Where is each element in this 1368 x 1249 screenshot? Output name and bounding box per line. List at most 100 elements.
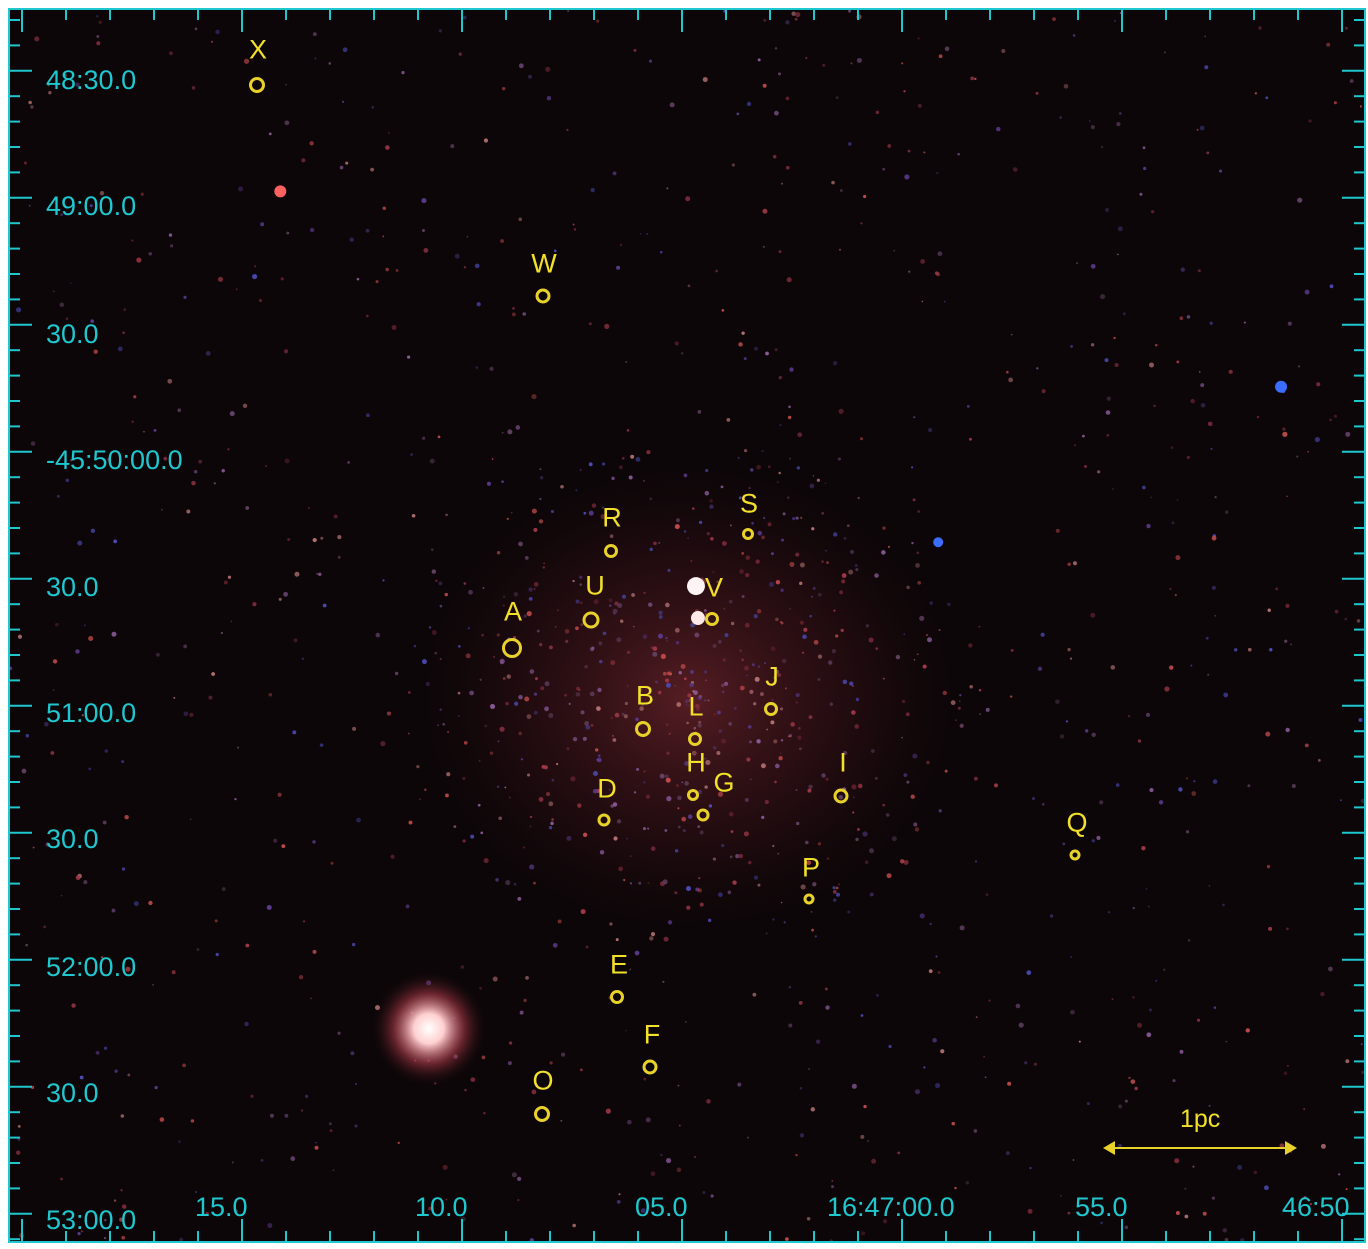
star xyxy=(973,1129,978,1133)
star xyxy=(60,894,63,897)
star xyxy=(333,514,338,519)
star xyxy=(1100,145,1104,149)
star xyxy=(602,631,607,636)
star xyxy=(1170,446,1174,449)
star xyxy=(1067,1211,1071,1215)
star xyxy=(779,752,782,755)
star xyxy=(48,91,52,95)
star xyxy=(1326,42,1331,47)
star xyxy=(601,462,606,466)
source-label-g: G xyxy=(713,767,735,798)
star xyxy=(663,936,669,942)
star xyxy=(1031,797,1035,801)
star xyxy=(1059,1194,1062,1197)
star xyxy=(545,791,551,797)
star xyxy=(855,837,859,842)
star xyxy=(242,403,248,409)
star xyxy=(917,103,922,108)
star xyxy=(382,206,387,211)
star xyxy=(778,471,781,475)
star xyxy=(526,611,532,617)
star xyxy=(885,813,890,817)
star xyxy=(596,706,601,711)
star xyxy=(713,713,716,716)
star xyxy=(548,713,554,718)
star xyxy=(687,284,691,288)
star xyxy=(774,110,779,116)
star xyxy=(722,658,726,662)
star xyxy=(943,300,946,303)
star xyxy=(809,483,815,489)
star xyxy=(928,427,933,433)
star xyxy=(824,482,827,485)
star xyxy=(704,757,707,760)
star xyxy=(618,866,624,872)
star xyxy=(428,1206,432,1211)
star xyxy=(628,475,633,480)
star xyxy=(25,943,29,947)
star xyxy=(285,83,287,86)
star xyxy=(286,231,290,235)
star xyxy=(148,900,153,906)
star xyxy=(746,1136,749,1139)
star xyxy=(1029,1166,1032,1170)
star xyxy=(453,825,457,829)
star xyxy=(220,631,224,635)
star xyxy=(1163,968,1166,971)
star xyxy=(518,694,523,700)
star xyxy=(1110,665,1116,670)
star xyxy=(811,595,813,598)
star xyxy=(770,720,775,725)
star xyxy=(947,602,951,607)
star xyxy=(723,607,726,610)
star xyxy=(111,631,117,637)
star xyxy=(837,457,841,461)
star xyxy=(365,228,370,233)
star xyxy=(422,436,426,440)
dec-label: 51:00.0 xyxy=(46,698,137,728)
star xyxy=(795,701,799,704)
star xyxy=(906,585,910,590)
star xyxy=(839,248,841,251)
star xyxy=(802,634,807,640)
star xyxy=(984,1076,987,1079)
star xyxy=(917,510,921,513)
star xyxy=(855,567,859,572)
star xyxy=(566,128,569,132)
star xyxy=(775,617,779,622)
star xyxy=(1113,336,1116,340)
star xyxy=(756,609,762,614)
star xyxy=(1283,1071,1288,1076)
star xyxy=(665,723,669,726)
star xyxy=(1116,122,1121,127)
star xyxy=(639,233,642,235)
star xyxy=(828,660,833,665)
star xyxy=(925,633,929,637)
bright-star xyxy=(690,611,705,626)
source-label-b: B xyxy=(635,680,655,711)
star xyxy=(579,575,583,579)
star xyxy=(63,73,67,77)
star xyxy=(568,702,571,705)
star xyxy=(652,646,658,651)
star xyxy=(916,551,920,555)
star xyxy=(1214,614,1217,617)
star xyxy=(575,626,579,631)
star xyxy=(626,685,629,688)
star xyxy=(748,740,752,744)
star xyxy=(901,736,903,739)
star xyxy=(746,101,752,107)
star xyxy=(244,1021,249,1027)
ra-label: 46:50 xyxy=(1282,1192,1350,1222)
source-marker-s xyxy=(742,528,754,540)
star xyxy=(1158,800,1164,805)
star xyxy=(1008,377,1014,383)
star xyxy=(1304,289,1310,295)
star xyxy=(596,19,600,23)
star xyxy=(691,750,697,756)
star xyxy=(60,213,64,217)
star xyxy=(1127,715,1131,718)
star xyxy=(1010,333,1013,336)
star xyxy=(1041,389,1046,394)
star xyxy=(623,878,626,882)
